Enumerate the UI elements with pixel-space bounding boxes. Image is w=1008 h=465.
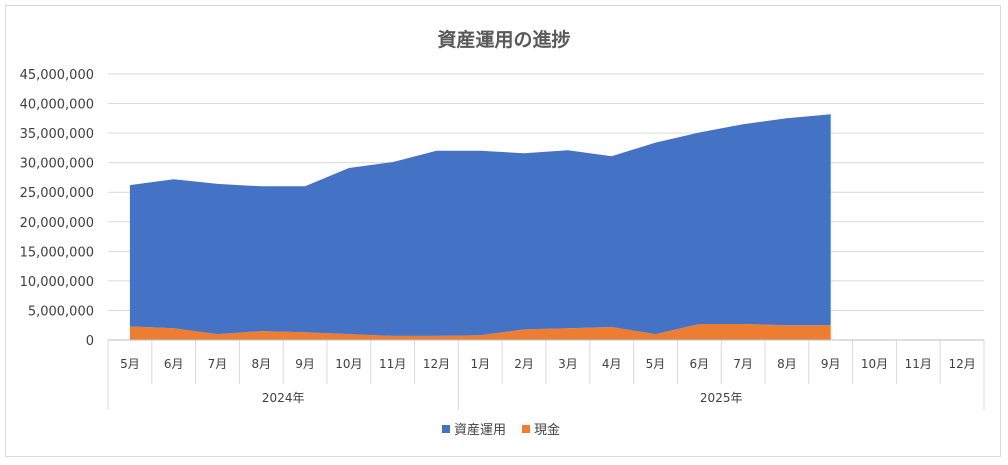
x-tick-label: 12月 xyxy=(948,357,975,371)
y-tick-label: 15,000,000 xyxy=(20,245,94,260)
legend-entry: 資産運用 xyxy=(454,422,506,438)
x-tick-label: 5月 xyxy=(646,357,666,371)
x-tick-label: 6月 xyxy=(164,357,184,371)
x-tick-label: 10月 xyxy=(861,357,888,371)
legend-entry: 現金 xyxy=(534,422,560,438)
x-tick-label: 8月 xyxy=(251,357,271,371)
x-tick-label: 4月 xyxy=(602,357,622,371)
group-label: 2025年 xyxy=(700,391,743,405)
y-tick-label: 10,000,000 xyxy=(20,275,94,290)
x-tick-label: 9月 xyxy=(821,357,841,371)
area-series-現金 xyxy=(129,324,831,340)
y-tick-label: 30,000,000 xyxy=(20,157,94,172)
x-tick-label: 11月 xyxy=(379,357,406,371)
chart-title: 資産運用の進捗 xyxy=(437,28,570,51)
y-tick-label: 45,000,000 xyxy=(20,68,94,83)
x-tick-label: 11月 xyxy=(905,357,932,371)
x-tick-label: 7月 xyxy=(208,357,228,371)
x-tick-label: 2月 xyxy=(514,357,534,371)
legend-swatch xyxy=(442,425,450,433)
x-tick-label: 8月 xyxy=(777,357,797,371)
x-tick-label: 3月 xyxy=(558,357,578,371)
y-tick-label: 25,000,000 xyxy=(20,186,94,201)
x-tick-label: 9月 xyxy=(295,357,315,371)
area-series-資産運用 xyxy=(129,114,831,336)
chart-frame: 資産運用の進捗 0 5,000,000 10,000,000 15,000,000 20… xyxy=(5,5,1001,457)
chart: 資産運用の進捗 0 5,000,000 10,000,000 15,000,000 20… xyxy=(20,28,985,438)
x-tick-label: 10月 xyxy=(335,357,362,371)
x-tick-label: 5月 xyxy=(120,357,140,371)
legend-swatch xyxy=(522,425,530,433)
x-tick-label: 12月 xyxy=(423,357,450,371)
y-tick-label: 20,000,000 xyxy=(20,216,94,231)
y-tick-label: 40,000,000 xyxy=(20,98,94,113)
y-tick-label: 5,000,000 xyxy=(28,304,94,319)
x-tick-label: 1月 xyxy=(470,357,490,371)
group-label: 2024年 xyxy=(262,391,305,405)
y-tick-label: 35,000,000 xyxy=(20,127,94,142)
x-tick-label: 6月 xyxy=(689,357,709,371)
x-tick-label: 7月 xyxy=(733,357,753,371)
y-tick-label: 0 xyxy=(86,334,94,349)
